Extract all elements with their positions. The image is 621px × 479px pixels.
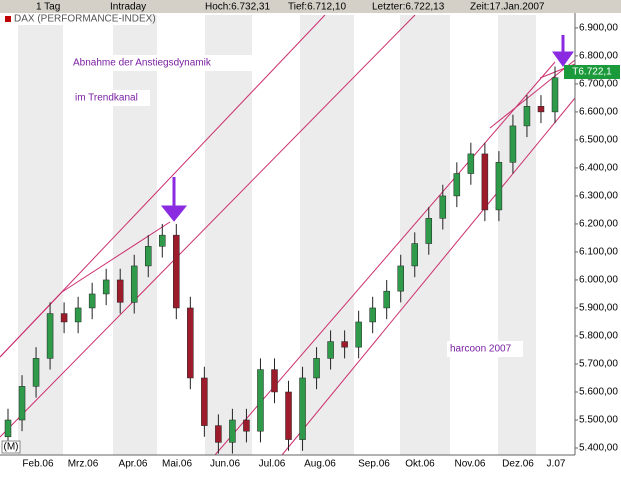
- y-tick-label: 6.800,00: [579, 51, 618, 62]
- candle-body: [453, 173, 461, 197]
- month-band: [498, 15, 536, 455]
- candle-body: [271, 369, 278, 393]
- title-icon: [5, 16, 11, 22]
- y-tick-label: 5.700,00: [579, 359, 618, 370]
- x-tick-label: Feb.06: [22, 459, 54, 470]
- month-band: [205, 15, 252, 455]
- y-tick-label: 6.700,00: [579, 79, 618, 90]
- candle-body: [18, 386, 26, 421]
- candle-body: [243, 419, 250, 432]
- candle-body: [551, 77, 559, 113]
- y-tick-label: 6.300,00: [579, 191, 618, 202]
- header-bar: [0, 0, 621, 13]
- candle-body: [411, 243, 418, 267]
- candle-body: [116, 279, 124, 303]
- candle-body: [509, 125, 517, 163]
- annotation: im Trendkanal: [75, 93, 138, 104]
- chart-title: DAX (PERFORMANCE-INDEX): [14, 14, 156, 25]
- header-item: Zeit:17.Jan.2007: [470, 2, 545, 13]
- y-tick-label: 6.400,00: [579, 163, 618, 174]
- header-item: 1 Tag: [36, 2, 60, 13]
- x-tick-label: Sep.06: [358, 459, 390, 470]
- candle-body: [467, 153, 475, 174]
- header-item: Hoch:6.732,31: [205, 2, 270, 13]
- annotation-box: [447, 341, 523, 357]
- candle-body: [229, 419, 236, 443]
- mode-box: [1, 440, 21, 454]
- y-tick-label: 5.600,00: [579, 387, 618, 398]
- x-tick-label: Aug.06: [304, 459, 336, 470]
- x-tick-label: Dez.06: [502, 459, 534, 470]
- candle-body: [88, 293, 96, 309]
- y-tick-label: 6.100,00: [579, 247, 618, 258]
- candle-body: [523, 106, 531, 127]
- candle-body: [173, 234, 180, 309]
- candle-body: [215, 425, 222, 443]
- mode-label: (M): [4, 442, 19, 453]
- candle-body: [60, 313, 68, 323]
- candle-body: [425, 218, 433, 244]
- candle-body: [201, 377, 208, 426]
- candle-body: [299, 377, 306, 440]
- last-price-box: [564, 65, 620, 79]
- candle-body: [313, 358, 320, 379]
- y-tick-label: 5.400,00: [579, 443, 618, 454]
- y-tick-label: 5.900,00: [579, 303, 618, 314]
- y-tick-label: 6.900,00: [579, 23, 618, 34]
- x-tick-label: J.07: [547, 459, 566, 470]
- x-tick-label: Okt.06: [405, 459, 435, 470]
- x-tick-label: Jun.06: [210, 459, 240, 470]
- candle-body: [32, 358, 40, 387]
- candle-body: [355, 321, 362, 348]
- candle-body: [187, 307, 194, 379]
- header-item: Tief:6.712,10: [288, 2, 346, 13]
- candle-body: [369, 307, 376, 323]
- candle-body: [341, 341, 348, 348]
- x-tick-label: Jul.06: [259, 459, 286, 470]
- month-band: [18, 15, 63, 455]
- candle-body: [145, 246, 152, 267]
- candle-body: [481, 153, 489, 211]
- annotation: harcoon 2007: [450, 344, 512, 355]
- arrows: [160, 35, 574, 222]
- candle-body: [74, 307, 82, 323]
- header-item: Letzter:6.722,13: [372, 2, 445, 13]
- candle-body: [102, 279, 110, 295]
- candle-body: [159, 234, 166, 247]
- candle-body: [285, 391, 292, 440]
- candle-body: [130, 265, 138, 303]
- candle-body: [397, 265, 404, 292]
- annotation-box: [72, 90, 150, 106]
- month-band: [400, 15, 450, 455]
- candle-body: [327, 341, 334, 359]
- y-tick-label: 5.800,00: [579, 331, 618, 342]
- y-tick-label: 6.000,00: [579, 275, 618, 286]
- annotation-box: [70, 55, 270, 71]
- annotation: Abnahme der Anstiegsdynamik: [73, 58, 212, 69]
- candle-body: [257, 369, 264, 432]
- y-tick-label: 6.500,00: [579, 135, 618, 146]
- candle-body: [4, 419, 12, 438]
- month-band: [300, 15, 354, 455]
- header-item: Intraday: [110, 2, 146, 13]
- y-tick-label: 5.500,00: [579, 415, 618, 426]
- title-box: [0, 13, 150, 25]
- last-price: T6.722,1: [572, 67, 612, 78]
- x-tick-label: Nov.06: [455, 459, 486, 470]
- x-tick-label: Apr.06: [119, 459, 148, 470]
- x-tick-label: Mrz.06: [68, 459, 99, 470]
- candle-body: [383, 290, 390, 309]
- y-tick-label: 6.200,00: [579, 219, 618, 230]
- candle-body: [495, 162, 503, 211]
- candle-body: [46, 313, 54, 359]
- x-tick-label: Mai.06: [162, 459, 192, 470]
- candle-body: [537, 106, 545, 113]
- candle-body: [439, 195, 447, 219]
- y-tick-label: 6.600,00: [579, 107, 618, 118]
